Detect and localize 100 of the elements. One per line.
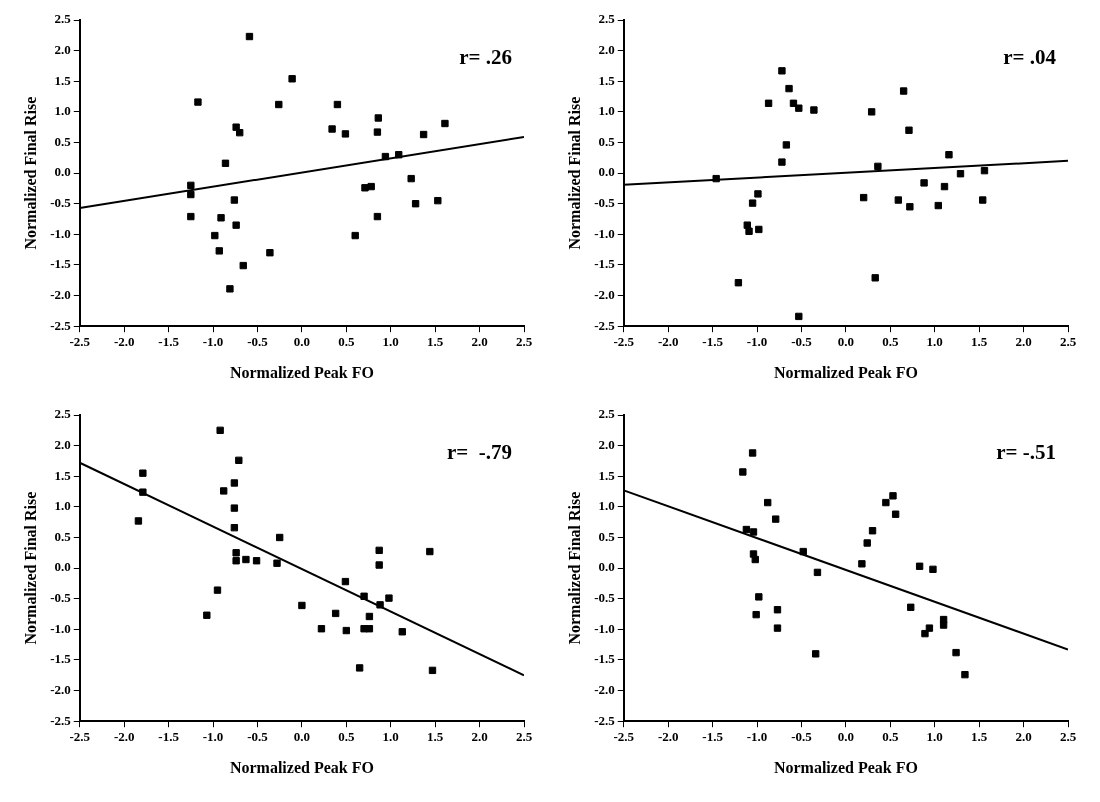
point xyxy=(755,593,763,601)
point xyxy=(373,128,382,136)
x-tick-label: 0.5 xyxy=(882,729,899,745)
y-tick-label: 2.5 xyxy=(598,406,616,422)
y-tick-label: 1.5 xyxy=(54,467,72,483)
point xyxy=(235,456,243,464)
point xyxy=(398,628,406,636)
y-tick-label: 2.5 xyxy=(54,11,72,27)
point xyxy=(288,75,296,83)
point xyxy=(365,612,374,621)
x-tick-label: 0.5 xyxy=(338,334,355,350)
y-tick-label: -1.0 xyxy=(50,225,71,241)
x-tick-label: -0.5 xyxy=(791,334,813,350)
point xyxy=(874,162,882,171)
point xyxy=(921,629,929,638)
x-tick-label: -2.0 xyxy=(657,729,679,745)
point xyxy=(748,449,757,457)
point xyxy=(215,247,223,255)
point xyxy=(342,626,350,635)
x-tick-label: -0.5 xyxy=(791,729,813,745)
point xyxy=(764,498,772,507)
point xyxy=(899,87,908,95)
point xyxy=(230,504,239,512)
point xyxy=(217,214,225,222)
point xyxy=(980,166,989,175)
point xyxy=(979,196,987,204)
point xyxy=(341,577,350,586)
point xyxy=(778,67,786,75)
x-tick-label: 1.0 xyxy=(926,334,943,350)
point xyxy=(751,555,759,564)
point xyxy=(411,200,420,208)
point xyxy=(328,125,336,133)
point xyxy=(739,468,747,476)
x-tick-label: 2.5 xyxy=(515,334,533,350)
y-tick-label: 0.0 xyxy=(54,559,71,575)
y-tick-label: 2.0 xyxy=(598,436,615,452)
point xyxy=(252,557,261,565)
y-tick-label: -2.0 xyxy=(50,681,71,697)
x-tick-label: -1.5 xyxy=(158,729,180,745)
x-tick-label: 1.5 xyxy=(971,334,988,350)
point xyxy=(407,174,415,183)
point xyxy=(230,196,239,204)
y-tick-label: 0.0 xyxy=(598,164,615,180)
x-tick-label: 1.0 xyxy=(382,729,399,745)
point xyxy=(920,179,928,187)
x-tick-label: -0.5 xyxy=(247,729,269,745)
point xyxy=(213,586,222,594)
point xyxy=(216,426,224,434)
point xyxy=(220,487,228,495)
y-tick-label: -2.0 xyxy=(594,681,615,697)
point xyxy=(230,524,239,532)
annotation: r= .04 xyxy=(1003,44,1057,69)
point xyxy=(749,528,758,536)
y-tick-label: 2.5 xyxy=(54,406,72,422)
point xyxy=(956,170,965,178)
point xyxy=(868,527,877,535)
point xyxy=(333,100,342,109)
point xyxy=(187,190,195,199)
point xyxy=(360,592,368,600)
point xyxy=(239,261,247,270)
y-tick-label: 2.5 xyxy=(598,11,616,27)
y-tick-label: -0.5 xyxy=(594,590,616,606)
point xyxy=(139,488,147,496)
y-tick-label: 0.0 xyxy=(598,559,615,575)
point xyxy=(187,181,195,190)
point xyxy=(772,515,780,523)
x-tick-label: -2.0 xyxy=(113,729,135,745)
point xyxy=(273,559,281,567)
point xyxy=(236,129,244,137)
point xyxy=(245,32,254,41)
point xyxy=(298,601,306,610)
x-tick-label: 2.5 xyxy=(515,729,533,745)
point xyxy=(929,565,937,574)
y-axis-title: Normalized Final Rise xyxy=(565,491,583,645)
point xyxy=(778,158,786,166)
point xyxy=(907,603,915,611)
y-tick-label: -1.0 xyxy=(50,620,71,636)
y-tick-label: -1.5 xyxy=(594,651,616,667)
point xyxy=(799,547,807,556)
point xyxy=(373,212,382,221)
point xyxy=(376,601,384,609)
point xyxy=(940,182,949,191)
point xyxy=(441,119,449,128)
x-axis-title: Normalized Peak FO xyxy=(773,758,918,776)
y-tick-label: 0.5 xyxy=(54,133,72,149)
y-tick-label: -2.5 xyxy=(50,712,72,728)
y-tick-label: -1.5 xyxy=(594,256,616,272)
y-tick-label: -1.5 xyxy=(50,256,72,272)
point xyxy=(351,231,359,240)
y-tick-label: 1.5 xyxy=(54,72,72,88)
x-tick-label: -1.0 xyxy=(202,334,224,350)
y-tick-label: 0.5 xyxy=(598,528,616,544)
point xyxy=(934,201,942,210)
point xyxy=(754,190,762,198)
point xyxy=(194,98,202,106)
point xyxy=(743,221,751,229)
x-tick-label: 0.0 xyxy=(837,729,855,745)
y-tick-label: -1.5 xyxy=(50,651,72,667)
point xyxy=(745,227,753,235)
point xyxy=(341,130,350,138)
